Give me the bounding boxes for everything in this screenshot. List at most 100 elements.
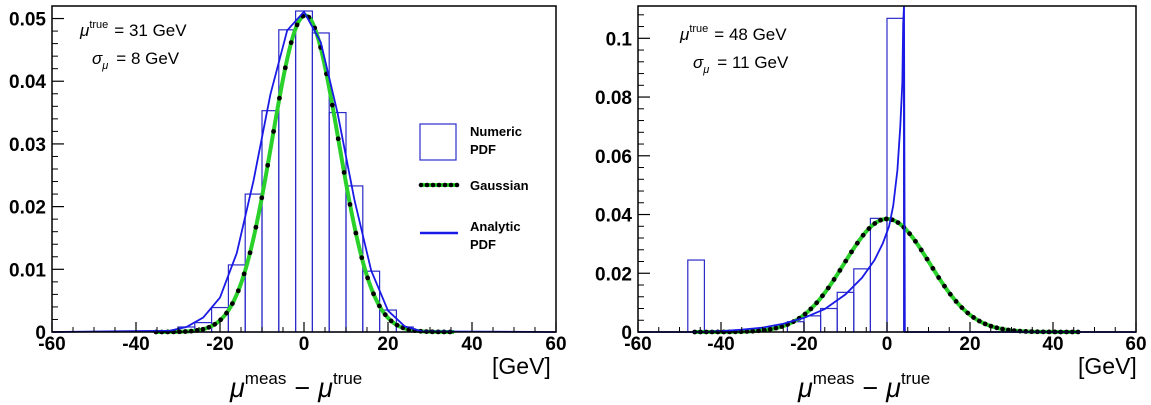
right-x-tick-label: 40 [1042,334,1063,355]
right-gaussian-point [814,300,820,306]
left-gaussian-point [247,250,253,256]
right-gaussian-point [918,247,924,253]
left-x-axis-title: μmeas − μtrue [229,369,362,403]
left-y-tick-labels: 0 0.01 0.02 0.03 0.04 0.05 [9,10,46,344]
left-gaussian-point [241,271,247,277]
left-gaussian-point [335,136,341,142]
legend-entry-gaussian: Gaussian [418,178,529,193]
right-gaussian-point [976,318,982,324]
right-gaussian-point [994,325,1000,331]
left-gaussian-point [206,324,212,330]
right-y-tick-label: 0.06 [595,147,632,168]
left-gaussian-point [382,312,388,318]
left-gaussian-point [282,65,288,71]
left-x-tick-label: 60 [545,334,566,355]
right-gaussian-point [982,321,988,327]
left-chart-panel: -60 -40 -20 0 20 40 60 0 0.01 0.02 0.03 0.04 0.05 μ… [9,5,567,403]
left-gaussian-curve [153,13,455,335]
right-gaussian-point [878,217,883,223]
right-annotation-sigma: σμ = 11 GeV [693,53,789,76]
left-analytic-line [51,10,557,333]
legend-numeric-swatch [419,123,457,161]
right-histogram-bin [687,259,705,333]
right-gaussian-point [831,277,837,282]
left-gaussian-point [229,301,235,307]
right-gaussian-point [883,216,889,222]
left-histogram-bin [278,29,297,333]
right-analytic-line [638,5,1136,333]
left-gaussian-point [329,102,335,108]
right-gaussian-point [930,266,936,271]
left-gaussian-point [212,321,218,327]
right-gaussian-point [825,285,831,291]
left-gaussian-point [265,162,271,168]
left-x-tick-label: 0 [299,334,310,355]
left-plot-frame [51,5,557,333]
right-analytic-pdf-curve [638,5,1136,333]
right-histogram-bin [869,217,888,333]
right-gaussian-point [907,231,913,237]
right-gaussian-point [808,306,814,312]
left-y-tick-label: 0.01 [9,260,46,281]
legend-gaussian-label: Gaussian [470,178,529,193]
right-gaussian-point [872,221,878,226]
right-gaussian-point [1000,326,1005,332]
left-gaussian-point [353,230,359,236]
right-histogram-bin [803,315,822,333]
right-gaussian-point [767,326,773,332]
right-chart-panel: -60 -40 -20 0 20 40 60 0 0.02 0.04 0.06 0.08 0.1 μt… [595,5,1147,403]
left-annotation-mu: μtrue = 31 GeV [79,19,187,40]
left-gaussian-point [347,202,353,207]
legend-analytic-label-2: PDF [470,237,496,252]
left-gaussian-line [155,13,455,334]
right-x-tick-label: 0 [882,334,893,355]
left-histogram-bin [295,10,314,333]
right-gaussian-point [860,232,866,238]
right-x-tick-label: 60 [1125,334,1146,355]
left-y-tick-label: 0.04 [9,72,46,93]
right-x-tick-label: 20 [959,334,980,355]
legend-numeric-label-1: Numeric [470,124,522,139]
right-y-tick-label: 0 [621,323,632,344]
left-y-tick-label: 0.05 [9,10,46,31]
right-gaussian-point [924,256,930,262]
right-gaussian-point [936,275,942,280]
right-gaussian-point [820,293,825,299]
right-x-tick-label: -40 [707,334,734,355]
left-x-unit-label: [GeV] [492,353,551,379]
legend-gaussian-swatch-dots [418,182,460,188]
right-gaussian-point [965,310,971,316]
legend: Numeric PDF Gaussian Analytic [418,123,529,252]
left-gaussian-point [277,95,282,101]
left-gaussian-point [376,303,382,309]
right-x-tick-label: -20 [790,334,817,355]
right-gaussian-point [895,220,901,226]
legend-numeric-label-2: PDF [470,142,496,157]
left-gaussian-point [341,170,347,175]
right-histogram-bin [819,307,838,333]
left-gaussian-point [224,310,229,316]
right-gaussian-point [843,258,849,264]
legend-analytic-label-1: Analytic [470,219,521,234]
right-y-tick-label: 0.02 [595,264,632,285]
right-x-tick-label: -60 [624,334,651,355]
left-gaussian-point [388,318,394,324]
left-annotation-sigma: σμ = 8 GeV [92,49,180,72]
right-gaussian-point [988,323,994,329]
right-gaussian-point [854,240,860,246]
left-x-tick-label: -60 [38,334,65,355]
left-numeric-pdf-histogram [177,10,414,333]
left-analytic-pdf-curve [51,10,557,333]
right-gaussian-point [849,249,854,255]
left-gaussian-point [200,326,206,332]
left-y-tick-label: 0.03 [9,135,46,156]
right-x-axis-title: μmeas − μtrue [797,369,930,403]
left-gaussian-point [371,291,376,297]
left-y-tick-label: 0.02 [9,198,46,219]
right-gaussian-point [866,226,872,231]
right-plot-frame [637,5,1137,333]
left-gaussian-point [235,288,241,294]
right-x-unit-label: [GeV] [1078,353,1137,379]
right-y-tick-labels: 0 0.02 0.04 0.06 0.08 0.1 [595,29,632,344]
